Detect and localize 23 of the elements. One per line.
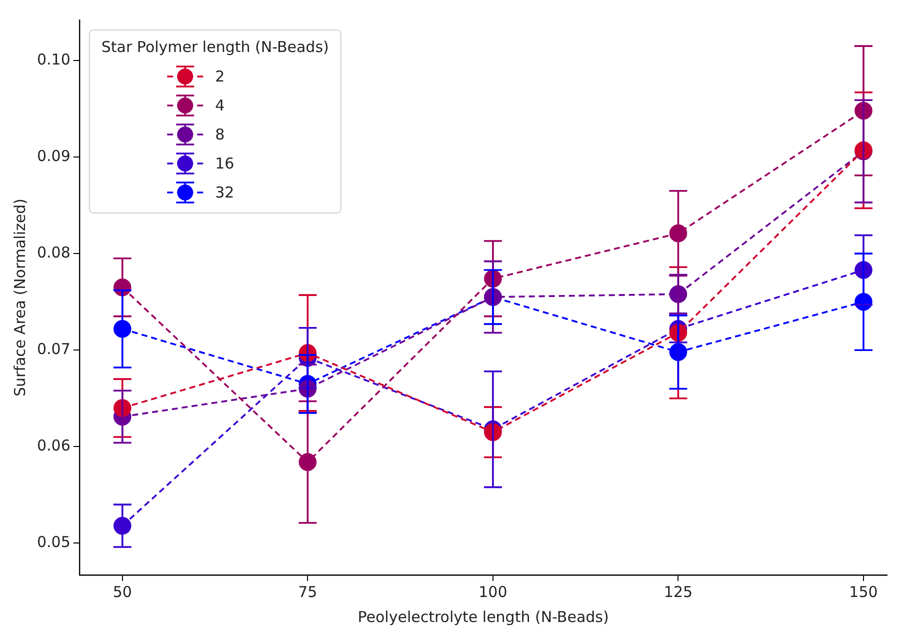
x-tick-label: 150	[849, 582, 878, 601]
x-axis-title: Peolyelectrolyte length (N-Beads)	[358, 608, 609, 626]
y-tick-label: 0.09	[36, 146, 70, 165]
y-tick-label: 0.10	[36, 50, 70, 68]
x-tick-label: 75	[298, 582, 318, 601]
legend-label: 16	[215, 154, 234, 172]
x-tick-label: 50	[112, 582, 132, 601]
x-tick-label: 125	[664, 582, 693, 601]
point	[669, 343, 688, 361]
legend-label: 4	[215, 96, 225, 114]
legend-title: Star Polymer length (N-Beads)	[101, 38, 329, 56]
y-tick-label: 0.08	[36, 243, 70, 262]
legend-label: 2	[215, 67, 225, 86]
legend-label: 32	[215, 183, 234, 202]
y-tick-label: 0.05	[36, 533, 70, 552]
x-tick-label: 100	[478, 582, 508, 601]
y-tick-label: 0.06	[36, 436, 70, 455]
y-tick-label: 0.07	[36, 340, 70, 358]
point	[298, 453, 317, 471]
y-axis-title: Surface Area (Normalized)	[10, 198, 29, 396]
point	[669, 224, 688, 242]
point	[669, 285, 688, 304]
legend-label: 8	[215, 125, 225, 144]
